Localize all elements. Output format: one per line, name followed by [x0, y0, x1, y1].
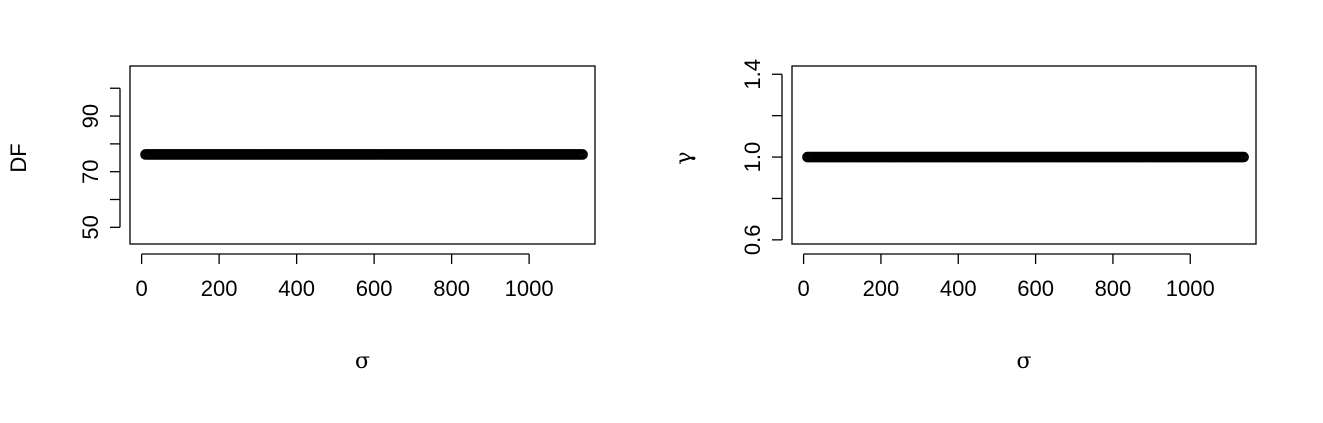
data-point	[577, 149, 588, 160]
x-tick-label: 1000	[505, 276, 554, 301]
plot-frame	[129, 65, 596, 245]
plot-frame	[791, 65, 1257, 245]
x-tick-label: 0	[797, 276, 809, 301]
data-points	[802, 151, 1249, 163]
x-tick-label: 400	[940, 276, 977, 301]
y-tick-label: 1.4	[740, 59, 765, 90]
y-axis-title: γ	[672, 151, 697, 164]
x-tick-label: 600	[356, 276, 393, 301]
x-tick-label: 1000	[1166, 276, 1215, 301]
y-tick-label: 90	[78, 104, 103, 128]
x-tick-label: 0	[136, 276, 148, 301]
data-point	[1238, 151, 1249, 163]
x-tick-label: 200	[863, 276, 900, 301]
chart-panel-2: 0 200 400 600 800 1000 0.6 1.0 1.4 σ γ	[672, 59, 1257, 374]
chart-panel-1: 0 200 400 600 800 1000 50 70 90 σ DF	[6, 65, 596, 374]
y-tick-label: 1.0	[740, 142, 765, 173]
x-axis-title: σ	[355, 349, 370, 374]
y-axis-title: DF	[6, 143, 31, 172]
x-tick-label: 800	[433, 276, 470, 301]
x-axis-title: σ	[1016, 349, 1031, 374]
data-points	[140, 149, 588, 160]
y-tick-label: 0.6	[740, 225, 765, 256]
x-tick-label: 600	[1017, 276, 1054, 301]
y-tick-label: 70	[78, 159, 103, 183]
x-tick-label: 400	[278, 276, 315, 301]
x-tick-label: 200	[201, 276, 238, 301]
x-tick-label: 800	[1095, 276, 1132, 301]
y-tick-label: 50	[78, 215, 103, 239]
